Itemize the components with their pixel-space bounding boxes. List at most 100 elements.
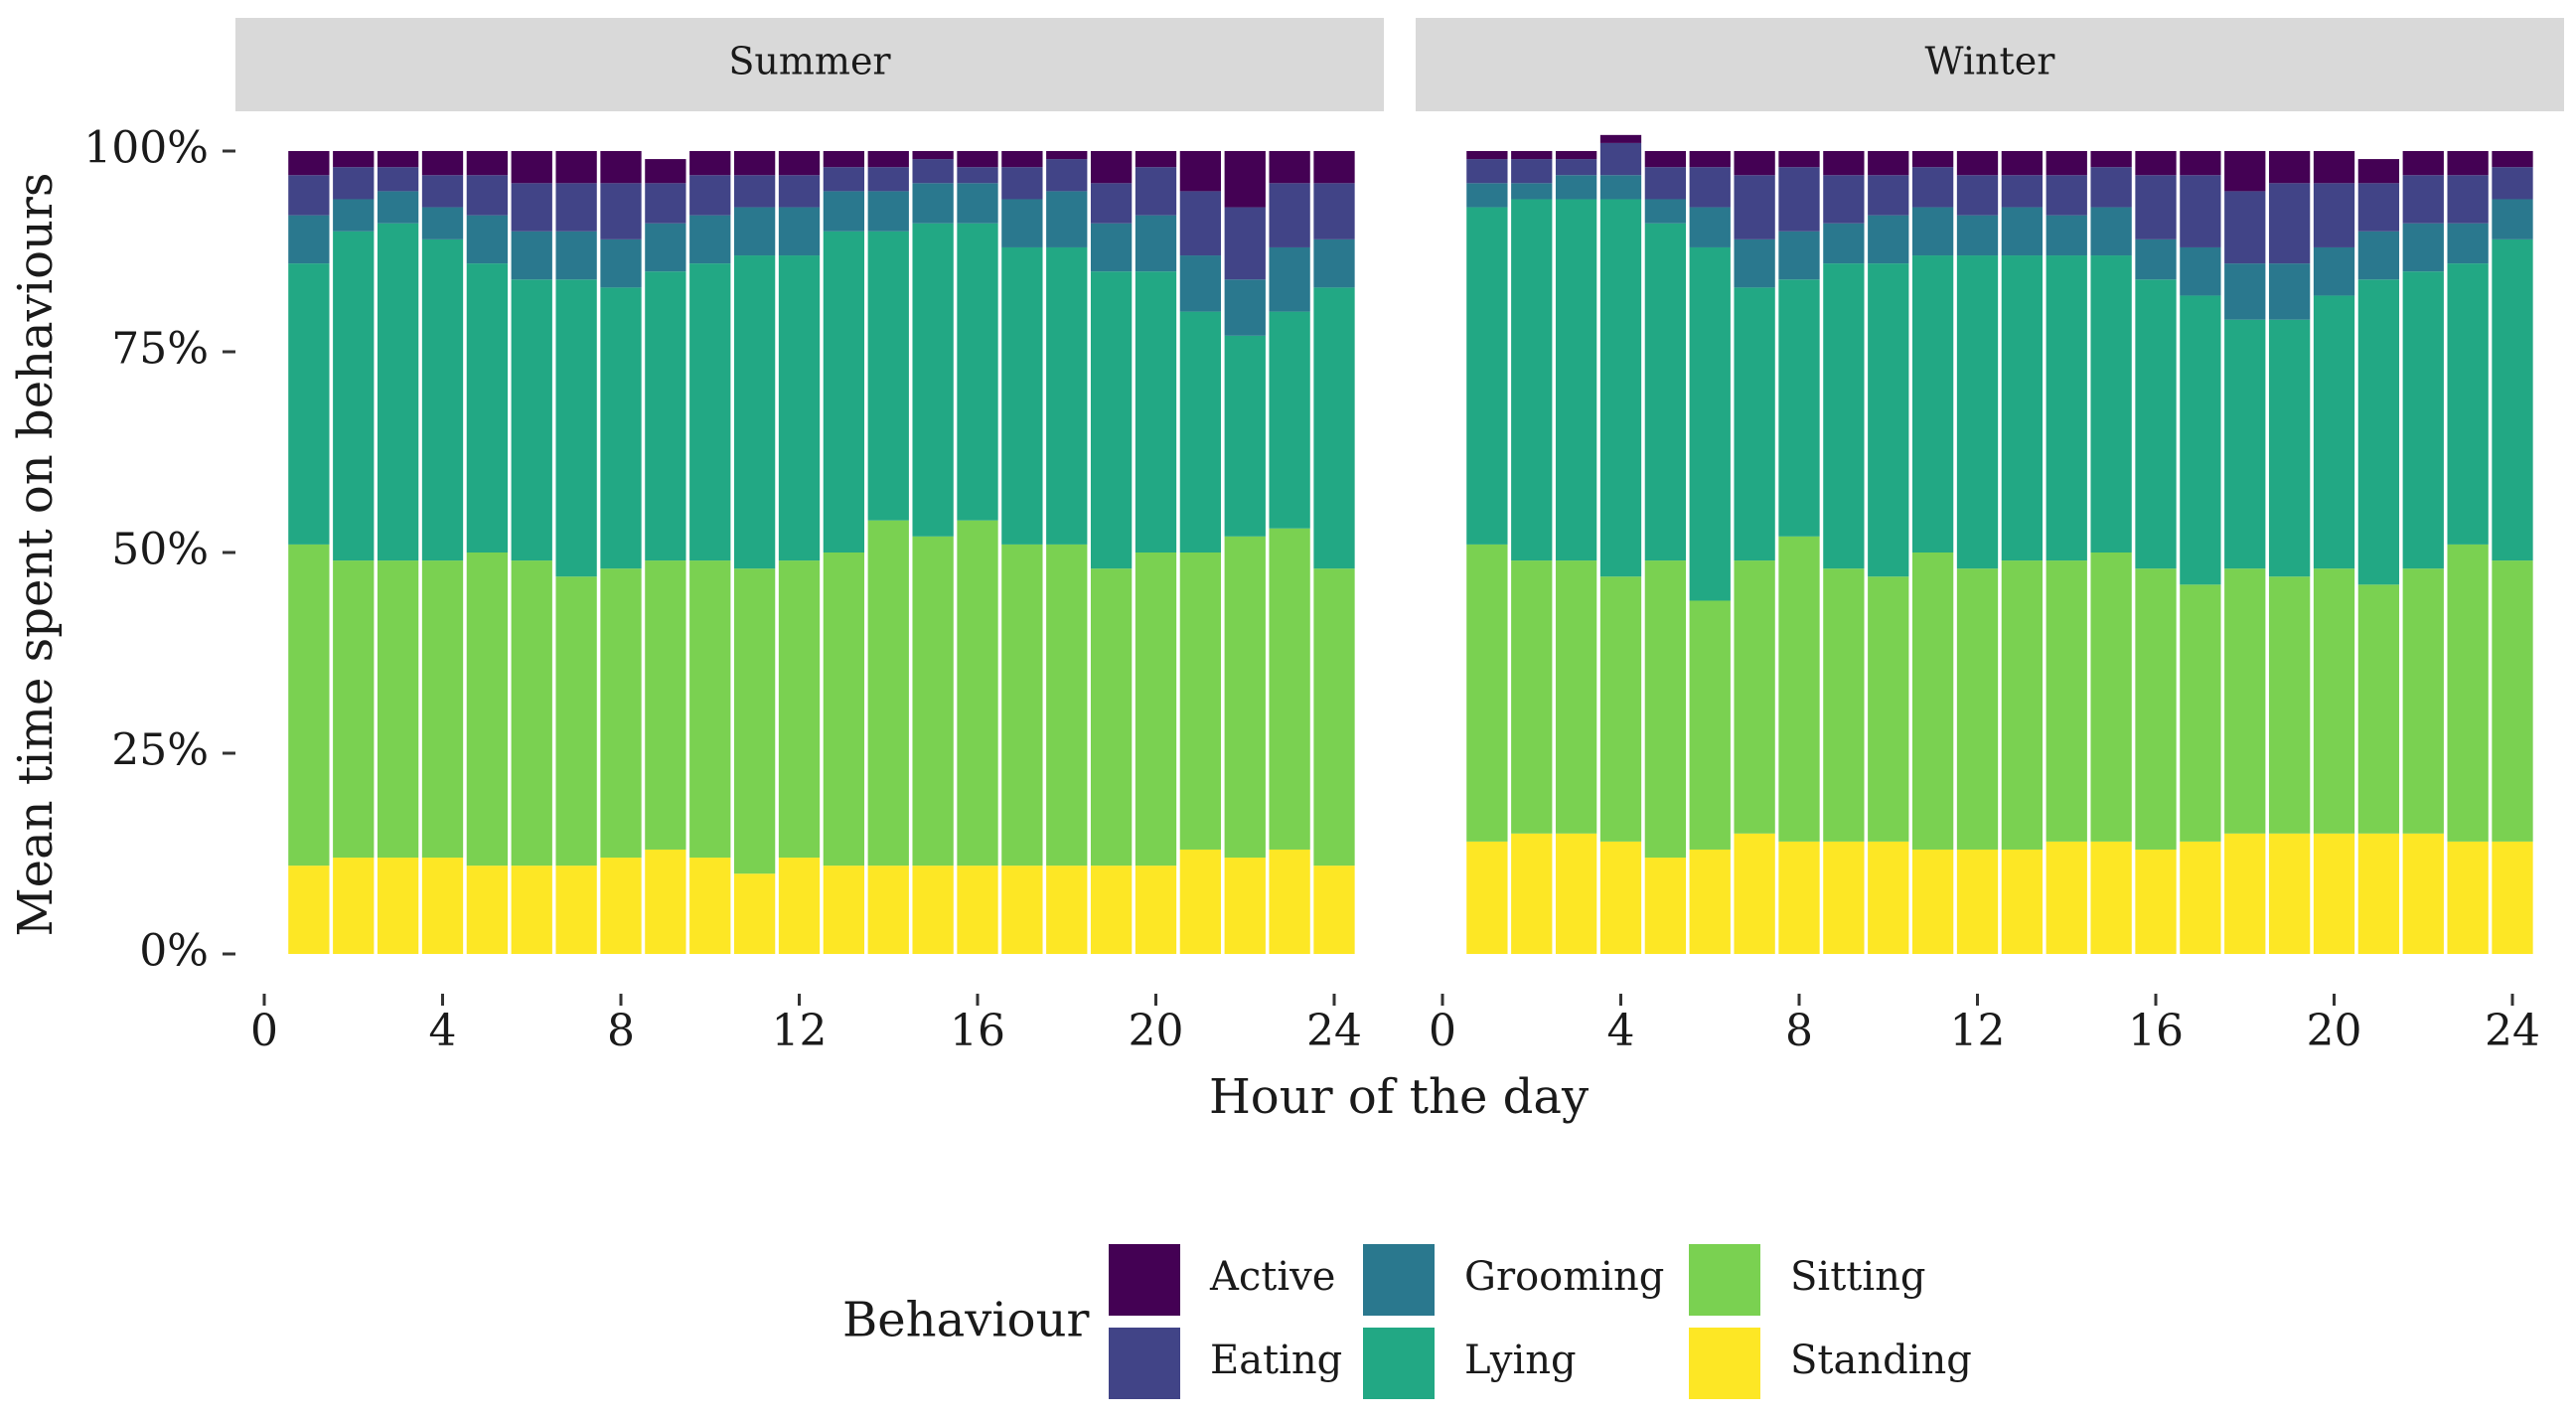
bar-summer-hour-20-grooming xyxy=(1135,215,1177,272)
bar-summer-hour-16-lying xyxy=(957,223,998,521)
bar-summer-hour-5-lying xyxy=(466,263,509,552)
bar-summer-hour-11-standing xyxy=(733,873,776,954)
bar-winter-hour-11-sitting xyxy=(1911,552,1954,850)
bar-winter-hour-18-sitting xyxy=(2224,568,2266,834)
legend-key-eating xyxy=(1109,1328,1180,1399)
bar-winter-hour-10-active xyxy=(1868,151,1909,176)
bar-summer-hour-23-grooming xyxy=(1269,246,1310,312)
bar-summer-hour-20-active xyxy=(1135,151,1177,168)
bar-summer-hour-16-eating xyxy=(957,167,998,184)
bar-summer-hour-1-sitting xyxy=(288,544,330,867)
x-tick-label-summer-4: 4 xyxy=(429,1006,457,1056)
bar-winter-hour-22-grooming xyxy=(2402,223,2444,272)
bar-winter-hour-4-sitting xyxy=(1599,576,1642,842)
bar-summer-hour-19-eating xyxy=(1090,183,1133,224)
bar-winter-hour-19-grooming xyxy=(2268,263,2311,320)
bar-summer-hour-8-lying xyxy=(600,287,642,569)
bar-summer-hour-6-active xyxy=(511,151,552,184)
legend-label-grooming: Grooming xyxy=(1464,1254,1664,1300)
bar-winter-hour-8-grooming xyxy=(1778,231,1820,280)
bar-winter-hour-5-grooming xyxy=(1644,199,1687,224)
bar-winter-hour-1-grooming xyxy=(1466,183,1508,208)
bar-summer-hour-15-standing xyxy=(912,866,954,954)
bar-summer-hour-24-sitting xyxy=(1313,568,1355,867)
bar-summer-hour-13-grooming xyxy=(823,191,865,232)
bar-winter-hour-7-eating xyxy=(1734,175,1775,239)
bar-winter-hour-1-lying xyxy=(1466,207,1508,545)
bar-summer-hour-4-eating xyxy=(421,175,464,208)
x-tick-label-summer-24: 24 xyxy=(1306,1006,1362,1056)
bar-winter-hour-11-grooming xyxy=(1911,207,1954,256)
strip-summer-background xyxy=(235,18,1384,111)
bar-winter-hour-20-sitting xyxy=(2313,568,2355,834)
bar-summer-hour-4-standing xyxy=(421,858,464,954)
bar-summer-hour-23-eating xyxy=(1269,183,1310,247)
bar-winter-hour-9-standing xyxy=(1823,841,1865,954)
bar-summer-hour-8-eating xyxy=(600,183,642,239)
bar-winter-hour-24-lying xyxy=(2492,238,2533,561)
bar-summer-hour-1-grooming xyxy=(288,215,330,264)
bar-summer-hour-13-lying xyxy=(823,231,865,553)
bar-winter-hour-13-lying xyxy=(2001,255,2044,561)
bar-summer-hour-10-active xyxy=(689,151,731,176)
bar-winter-hour-6-lying xyxy=(1689,246,1731,601)
bar-winter-hour-1-sitting xyxy=(1466,544,1508,842)
bar-summer-hour-6-eating xyxy=(511,183,552,232)
bar-summer-hour-20-sitting xyxy=(1135,552,1177,867)
bar-winter-hour-19-eating xyxy=(2268,183,2311,264)
bar-winter-hour-7-active xyxy=(1734,151,1775,176)
bar-winter-hour-22-sitting xyxy=(2402,568,2444,834)
bar-summer-hour-6-sitting xyxy=(511,560,552,867)
bar-summer-hour-9-eating xyxy=(645,183,686,224)
bar-summer-hour-22-eating xyxy=(1224,207,1266,280)
bar-winter-hour-16-standing xyxy=(2135,849,2177,954)
bar-summer-hour-18-grooming xyxy=(1046,191,1088,247)
bar-winter-hour-20-eating xyxy=(2313,183,2355,247)
legend-label-sitting: Sitting xyxy=(1790,1254,1926,1300)
bar-winter-hour-13-standing xyxy=(2001,849,2044,954)
legend-key-standing xyxy=(1689,1328,1760,1399)
bar-winter-hour-13-active xyxy=(2001,151,2044,176)
bar-summer-hour-21-active xyxy=(1179,151,1222,192)
bar-winter-hour-1-standing xyxy=(1466,841,1508,954)
bar-summer-hour-18-standing xyxy=(1046,866,1088,954)
bar-winter-hour-8-sitting xyxy=(1778,536,1820,842)
bar-summer-hour-19-lying xyxy=(1090,271,1133,569)
bar-winter-hour-7-sitting xyxy=(1734,560,1775,834)
bar-summer-hour-21-grooming xyxy=(1179,255,1222,312)
bar-winter-hour-21-eating xyxy=(2357,183,2400,232)
bar-summer-hour-17-eating xyxy=(1001,167,1043,200)
bar-summer-hour-4-lying xyxy=(421,238,464,561)
bar-summer-hour-17-grooming xyxy=(1001,199,1043,247)
bar-winter-hour-6-sitting xyxy=(1689,600,1731,850)
bar-summer-hour-3-active xyxy=(377,151,419,168)
bar-winter-hour-18-standing xyxy=(2224,833,2266,954)
bar-summer-hour-9-active xyxy=(645,159,686,184)
bar-summer-hour-24-standing xyxy=(1313,866,1355,954)
bar-winter-hour-8-eating xyxy=(1778,167,1820,232)
bar-winter-hour-14-standing xyxy=(2046,841,2087,954)
bar-winter-hour-1-eating xyxy=(1466,159,1508,184)
bar-winter-hour-4-eating xyxy=(1599,142,1642,176)
bar-winter-hour-2-standing xyxy=(1511,833,1553,954)
bar-winter-hour-5-lying xyxy=(1644,223,1687,561)
x-tick-label-winter-4: 4 xyxy=(1607,1006,1635,1056)
bar-winter-hour-19-active xyxy=(2268,151,2311,184)
bar-winter-hour-14-sitting xyxy=(2046,560,2087,842)
x-axis-title: Hour of the day xyxy=(1209,1069,1589,1125)
bar-winter-hour-2-eating xyxy=(1511,159,1553,184)
bar-summer-hour-17-sitting xyxy=(1001,544,1043,867)
bar-summer-hour-3-standing xyxy=(377,858,419,954)
bar-summer-hour-15-sitting xyxy=(912,536,954,867)
bar-summer-hour-22-sitting xyxy=(1224,536,1266,859)
bar-summer-hour-21-eating xyxy=(1179,191,1222,256)
panel-summer xyxy=(288,151,1355,954)
bar-summer-hour-14-active xyxy=(867,151,909,168)
x-tick-label-summer-8: 8 xyxy=(607,1006,635,1056)
bar-winter-hour-3-active xyxy=(1555,151,1597,160)
bar-summer-hour-12-eating xyxy=(778,175,821,208)
bar-summer-hour-21-standing xyxy=(1179,849,1222,954)
bar-winter-hour-16-sitting xyxy=(2135,568,2177,850)
bar-summer-hour-22-active xyxy=(1224,151,1266,208)
bar-winter-hour-19-sitting xyxy=(2268,576,2311,834)
